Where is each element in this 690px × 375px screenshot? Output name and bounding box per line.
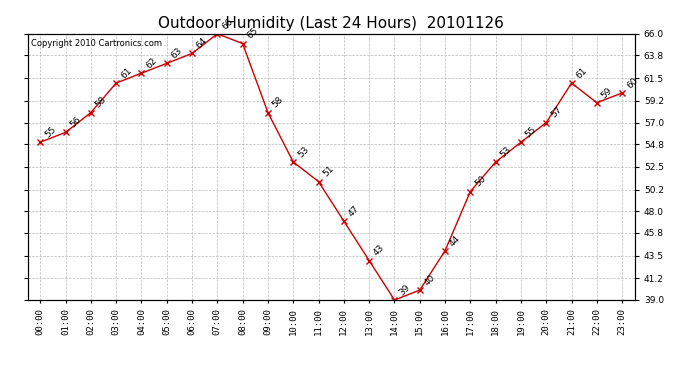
Text: 40: 40 — [422, 273, 437, 287]
Text: 65: 65 — [246, 26, 260, 41]
Text: 58: 58 — [94, 95, 108, 110]
Text: 39: 39 — [397, 283, 412, 297]
Text: 62: 62 — [144, 56, 159, 70]
Text: 64: 64 — [195, 36, 209, 51]
Text: 59: 59 — [600, 86, 614, 100]
Text: 63: 63 — [170, 46, 184, 60]
Text: 53: 53 — [498, 145, 513, 159]
Text: 44: 44 — [448, 234, 462, 248]
Text: 60: 60 — [625, 76, 640, 90]
Text: 55: 55 — [43, 125, 57, 140]
Text: Copyright 2010 Cartronics.com: Copyright 2010 Cartronics.com — [30, 39, 161, 48]
Text: 56: 56 — [68, 115, 83, 130]
Text: 51: 51 — [322, 164, 336, 179]
Text: 61: 61 — [119, 66, 133, 80]
Text: 55: 55 — [524, 125, 538, 140]
Text: 43: 43 — [372, 243, 386, 258]
Title: Outdoor Humidity (Last 24 Hours)  20101126: Outdoor Humidity (Last 24 Hours) 2010112… — [158, 16, 504, 31]
Text: 57: 57 — [549, 105, 564, 120]
Text: 50: 50 — [473, 174, 488, 189]
Text: 47: 47 — [346, 204, 361, 218]
Text: 61: 61 — [574, 66, 589, 80]
Text: 53: 53 — [296, 145, 310, 159]
Text: 66: 66 — [220, 16, 235, 31]
Text: 58: 58 — [270, 95, 285, 110]
